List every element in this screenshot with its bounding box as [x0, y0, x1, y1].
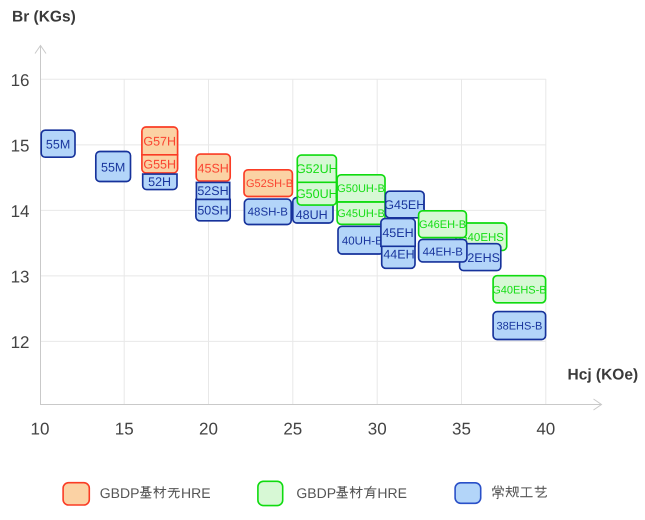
svg-text:50SH: 50SH	[197, 204, 228, 218]
svg-text:GBDP: GBDP	[100, 485, 140, 501]
svg-text:GBDP: GBDP	[296, 485, 336, 501]
svg-text:15: 15	[11, 137, 30, 156]
svg-text:HRE: HRE	[181, 485, 211, 501]
svg-text:55M: 55M	[101, 160, 125, 174]
svg-text:G46EH-B: G46EH-B	[419, 219, 466, 231]
svg-text:44EH: 44EH	[383, 248, 414, 262]
svg-text:15: 15	[115, 420, 134, 439]
svg-text:12: 12	[11, 333, 30, 352]
svg-text:HRE: HRE	[377, 485, 407, 501]
svg-text:G40EHS-B: G40EHS-B	[492, 284, 546, 296]
svg-text:52SH: 52SH	[197, 184, 228, 198]
svg-text:40: 40	[536, 420, 555, 439]
svg-text:G50UH: G50UH	[296, 187, 338, 201]
svg-text:G52SH-B: G52SH-B	[246, 178, 293, 190]
svg-text:44EH-B: 44EH-B	[423, 247, 464, 259]
svg-text:10: 10	[31, 420, 50, 439]
svg-text:16: 16	[11, 71, 30, 90]
svg-text:45SH: 45SH	[198, 162, 229, 176]
svg-text:G52UH: G52UH	[296, 162, 338, 176]
svg-text:20: 20	[199, 420, 218, 439]
svg-text:35: 35	[452, 420, 471, 439]
svg-text:25: 25	[283, 420, 302, 439]
svg-text:55M: 55M	[46, 137, 70, 151]
svg-text:G57H: G57H	[143, 135, 176, 149]
svg-text:14: 14	[11, 202, 30, 221]
svg-text:G50UH-B: G50UH-B	[337, 183, 385, 195]
svg-text:40UH-B: 40UH-B	[342, 235, 383, 247]
svg-text:G40EHS: G40EHS	[459, 232, 505, 244]
svg-text:52H: 52H	[148, 175, 171, 189]
svg-text:Hcj (KOe): Hcj (KOe)	[568, 367, 639, 384]
svg-text:42EHS: 42EHS	[460, 251, 500, 265]
svg-text:G55H: G55H	[143, 158, 176, 172]
svg-text:13: 13	[11, 268, 30, 287]
svg-text:45EH: 45EH	[382, 226, 413, 240]
svg-text:48SH-B: 48SH-B	[248, 207, 289, 219]
svg-text:48UH: 48UH	[296, 208, 328, 222]
svg-text:30: 30	[368, 420, 387, 439]
svg-text:G45UH-B: G45UH-B	[337, 208, 385, 220]
svg-text:38EHS-B: 38EHS-B	[496, 321, 542, 333]
svg-text:Br (KGs): Br (KGs)	[12, 9, 76, 26]
svg-text:G45EH: G45EH	[384, 198, 425, 212]
